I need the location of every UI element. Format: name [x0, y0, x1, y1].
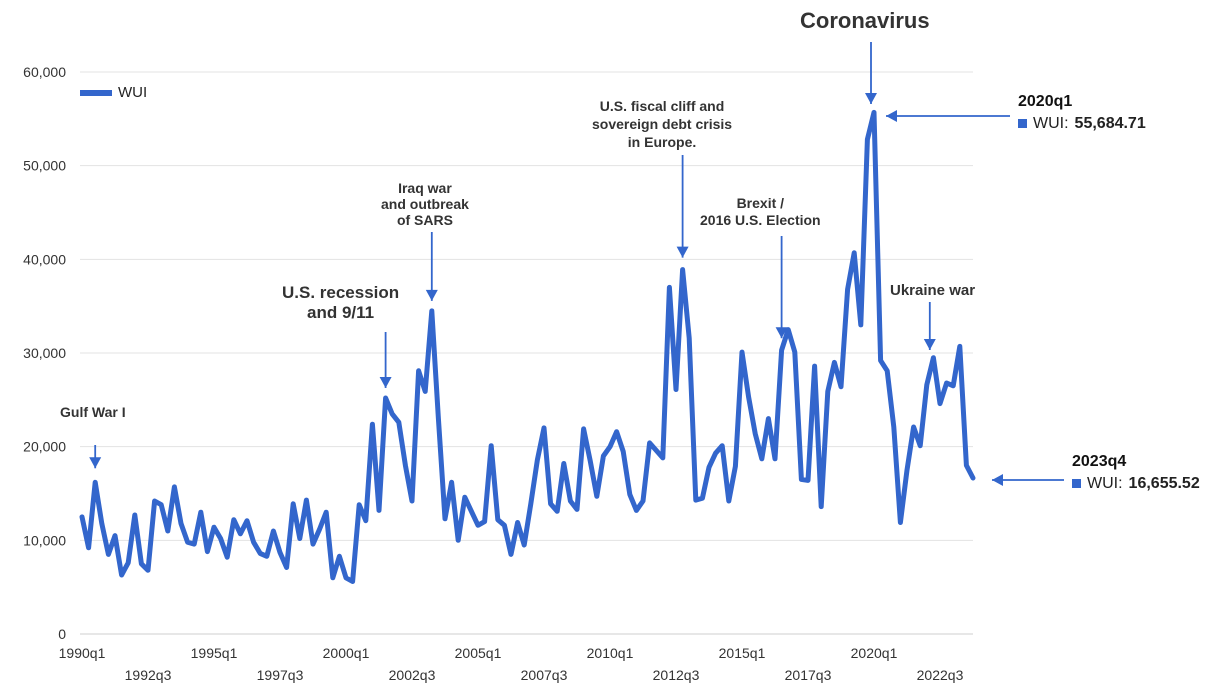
y-tick-label: 40,000 [23, 251, 66, 267]
gridlines [80, 71, 973, 635]
tooltip-2020q1: 2020q1 WUI: 55,684.71 [1018, 93, 1146, 133]
x-tick-label: 1990q1 [59, 645, 106, 661]
arrow-tooltip-2020q1-head [886, 110, 897, 122]
arrow-coronavirus-head [865, 93, 877, 104]
tooltip-label: WUI: [1033, 115, 1069, 132]
x-tick-label: 2020q1 [851, 645, 898, 661]
arrow-brexit-head [775, 327, 788, 339]
tooltip-2023q4: 2023q4 WUI: 16,655.52 [1072, 453, 1200, 493]
x-tick-label: 2015q1 [719, 645, 766, 661]
x-tick-label: 2007q3 [521, 667, 568, 683]
annotation-gulf-war: Gulf War I [60, 404, 126, 420]
arrow-gulf-war-head [89, 457, 102, 469]
tooltip-period: 2023q4 [1072, 453, 1127, 470]
legend-swatch-wui [80, 90, 112, 97]
y-tick-label: 10,000 [23, 532, 66, 548]
x-tick-label: 2017q3 [785, 667, 832, 683]
legend-label-wui: WUI [118, 84, 148, 101]
tooltip-period: 2020q1 [1018, 93, 1073, 110]
x-tick-label: 2002q3 [389, 667, 436, 683]
y-tick-label: 0 [58, 626, 66, 642]
legend[interactable]: WUI [80, 84, 147, 101]
x-tick-label: 2005q1 [455, 645, 502, 661]
y-tick-label: 60,000 [23, 64, 66, 80]
x-tick-label: 2000q1 [323, 645, 370, 661]
annotation-fiscal-cliff: U.S. fiscal cliff and sovereign debt cri… [592, 98, 733, 150]
annotation-coronavirus: Coronavirus [800, 8, 930, 33]
x-tick-label: 1997q3 [257, 667, 304, 683]
y-tick-label: 50,000 [23, 158, 66, 174]
y-axis-tick-labels: 0 10,000 20,000 30,000 40,000 50,000 60,000 [23, 64, 66, 642]
x-tick-label: 1995q1 [191, 645, 238, 661]
tooltip-swatch [1072, 479, 1081, 489]
arrow-ukraine-war-head [923, 339, 936, 350]
tooltip-label: WUI: [1087, 475, 1123, 492]
x-tick-label: 1992q3 [125, 667, 172, 683]
x-tick-label: 2022q3 [917, 667, 964, 683]
annotation-ukraine-war: Ukraine war [890, 282, 976, 299]
arrow-us-recession-head [379, 376, 392, 388]
arrow-iraq-war-head [425, 289, 438, 301]
series-wui [79, 109, 976, 584]
y-tick-label: 30,000 [23, 345, 66, 361]
y-tick-label: 20,000 [23, 439, 66, 455]
arrow-tooltip-2023q4-head [992, 474, 1003, 486]
tooltip-value: 16,655.52 [1128, 475, 1200, 492]
x-tick-label: 2010q1 [587, 645, 634, 661]
annotation-iraq-war: Iraq war and outbreak of SARS [381, 180, 469, 228]
arrow-fiscal-cliff-head [676, 246, 689, 258]
x-tick-label: 2012q3 [653, 667, 700, 683]
tooltip-swatch [1018, 119, 1027, 129]
tooltip-value: 55,684.71 [1074, 115, 1146, 132]
annotation-us-recession: U.S. recession and 9/11 [282, 283, 400, 322]
annotation-arrows [89, 42, 1064, 486]
annotation-brexit: Brexit / 2016 U.S. Election [700, 195, 821, 228]
series-line-wui [79, 109, 976, 584]
x-axis-tick-labels: 1990q1 1992q3 1995q1 1997q3 2000q1 2002q3 2005… [59, 645, 964, 683]
